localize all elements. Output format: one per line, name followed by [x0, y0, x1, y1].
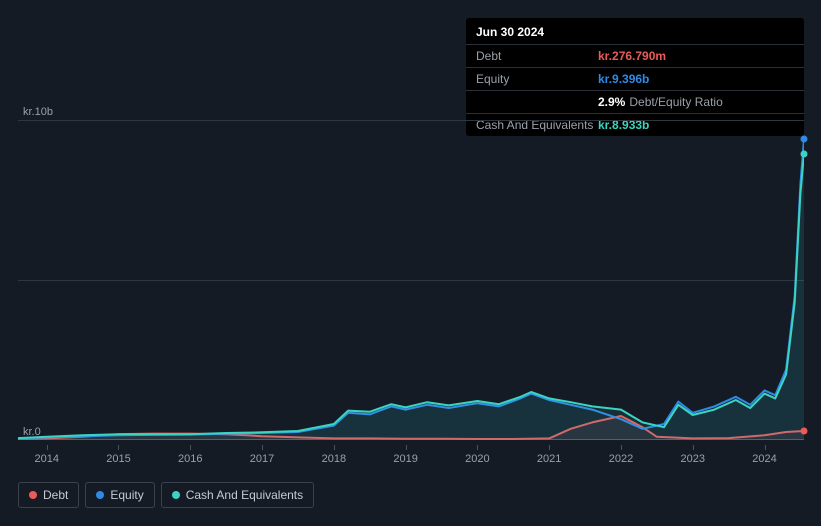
x-tick: [693, 445, 694, 450]
legend-dot: [172, 491, 180, 499]
x-tick: [190, 445, 191, 450]
tooltip-row-value: 2.9%: [598, 95, 625, 109]
legend-label: Cash And Equivalents: [186, 488, 303, 502]
tooltip-row-value: kr.9.396b: [598, 72, 649, 86]
x-axis-label: 2018: [322, 453, 346, 465]
series-area-cash-and-equivalents: [18, 154, 804, 440]
y-axis-label: kr.10b: [23, 106, 53, 118]
chart-plot-area: [18, 120, 804, 460]
x-tick: [621, 445, 622, 450]
series-end-dot: [801, 428, 808, 435]
tooltip-row-value: kr.276.790m: [598, 49, 666, 63]
x-axis-label: 2023: [680, 453, 704, 465]
x-axis-label: 2022: [609, 453, 633, 465]
y-axis-label: kr.0: [23, 426, 41, 438]
tooltip-row: Equitykr.9.396b: [466, 67, 804, 90]
legend-dot: [96, 491, 104, 499]
x-axis-label: 2019: [393, 453, 417, 465]
tooltip-row-extra: Debt/Equity Ratio: [629, 95, 722, 109]
tooltip-row: 2.9% Debt/Equity Ratio: [466, 90, 804, 113]
x-tick: [477, 445, 478, 450]
chart-legend: Debt Equity Cash And Equivalents: [18, 482, 314, 508]
x-tick: [47, 445, 48, 450]
x-tick: [765, 445, 766, 450]
tooltip-row-label: Equity: [476, 72, 598, 86]
x-tick: [549, 445, 550, 450]
legend-item-equity[interactable]: Equity: [85, 482, 154, 508]
x-axis-labels: 2014 2015 2016 2017 2018 2019 2020 2021 2022 2023…: [18, 450, 804, 470]
legend-label: Debt: [43, 488, 68, 502]
x-tick: [118, 445, 119, 450]
legend-dot: [29, 491, 37, 499]
data-tooltip: Jun 30 2024 Debtkr.276.790mEquitykr.9.39…: [466, 18, 804, 136]
x-axis-label: 2016: [178, 453, 202, 465]
series-end-dot: [801, 151, 808, 158]
legend-item-cash-and-equivalents[interactable]: Cash And Equivalents: [161, 482, 314, 508]
x-axis-label: 2021: [537, 453, 561, 465]
chart-svg: [18, 120, 804, 440]
series-area-equity: [18, 139, 804, 440]
x-tick: [334, 445, 335, 450]
x-tick: [406, 445, 407, 450]
series-end-dot: [801, 136, 808, 143]
x-axis-label: 2015: [106, 453, 130, 465]
x-axis-label: 2020: [465, 453, 489, 465]
tooltip-date: Jun 30 2024: [466, 18, 804, 44]
tooltip-row-label: Debt: [476, 49, 598, 63]
x-tick: [262, 445, 263, 450]
series-line-equity: [18, 139, 804, 438]
x-axis-label: 2024: [752, 453, 776, 465]
tooltip-row: Debtkr.276.790m: [466, 44, 804, 67]
legend-item-debt[interactable]: Debt: [18, 482, 79, 508]
x-axis-label: 2014: [34, 453, 58, 465]
legend-label: Equity: [110, 488, 143, 502]
x-axis-label: 2017: [250, 453, 274, 465]
series-line-cash-and-equivalents: [18, 154, 804, 438]
